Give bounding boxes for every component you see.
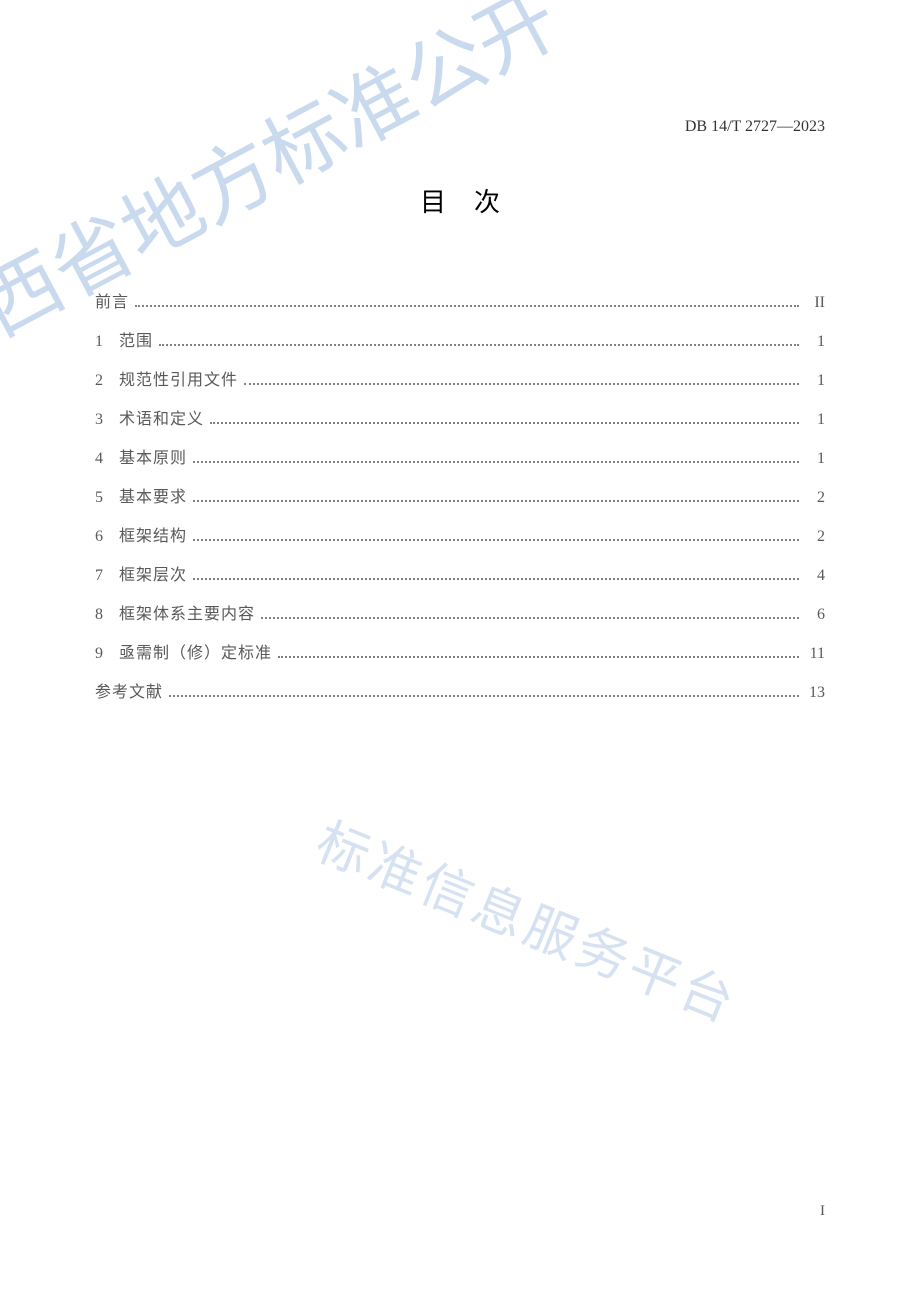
toc-entry: 5 基本要求 2 (95, 486, 825, 510)
toc-leader-dots (261, 617, 799, 619)
toc-page-number: II (805, 291, 825, 315)
toc-label: 框架结构 (119, 525, 187, 549)
toc-leader-dots (193, 500, 799, 502)
toc-section-number: 5 (95, 486, 119, 510)
toc-entry: 6 框架结构 2 (95, 525, 825, 549)
toc-page-number: 2 (805, 486, 825, 510)
toc-section-number: 7 (95, 564, 119, 588)
toc-entry: 7 框架层次 4 (95, 564, 825, 588)
table-of-contents: 前言 II 1 范围 1 2 规范性引用文件 1 3 术语和定义 1 4 基本原… (95, 291, 825, 705)
toc-label: 前言 (95, 291, 129, 315)
toc-leader-dots (278, 656, 799, 658)
toc-page-number: 1 (805, 330, 825, 354)
toc-label: 基本原则 (119, 447, 187, 471)
toc-page-number: 13 (805, 681, 825, 705)
toc-label: 范围 (119, 330, 153, 354)
toc-leader-dots (244, 383, 799, 385)
toc-leader-dots (193, 461, 799, 463)
page-title: 目次 (123, 182, 825, 219)
toc-leader-dots (159, 344, 799, 346)
document-code: DB 14/T 2727—2023 (685, 118, 825, 136)
toc-leader-dots (169, 695, 799, 697)
toc-label: 框架层次 (119, 564, 187, 588)
toc-label: 术语和定义 (119, 408, 204, 432)
toc-entry: 2 规范性引用文件 1 (95, 369, 825, 393)
toc-label: 框架体系主要内容 (119, 603, 255, 627)
toc-section-number: 3 (95, 408, 119, 432)
toc-page-number: 6 (805, 603, 825, 627)
toc-section-number: 9 (95, 642, 119, 666)
toc-leader-dots (210, 422, 799, 424)
toc-entry: 8 框架体系主要内容 6 (95, 603, 825, 627)
footer-page-number: I (820, 1203, 825, 1220)
toc-page-number: 11 (805, 642, 825, 666)
toc-entry: 参考文献 13 (95, 681, 825, 705)
toc-label: 亟需制（修）定标准 (119, 642, 272, 666)
toc-section-number: 4 (95, 447, 119, 471)
toc-page-number: 1 (805, 369, 825, 393)
toc-section-number: 2 (95, 369, 119, 393)
toc-leader-dots (193, 539, 799, 541)
toc-label: 基本要求 (119, 486, 187, 510)
toc-entry: 1 范围 1 (95, 330, 825, 354)
toc-page-number: 2 (805, 525, 825, 549)
toc-page-number: 4 (805, 564, 825, 588)
toc-leader-dots (193, 578, 799, 580)
toc-label: 规范性引用文件 (119, 369, 238, 393)
toc-entry: 9 亟需制（修）定标准 11 (95, 642, 825, 666)
toc-entry: 3 术语和定义 1 (95, 408, 825, 432)
page-container: DB 14/T 2727—2023 目次 前言 II 1 范围 1 2 规范性引… (0, 0, 920, 1302)
toc-entry: 前言 II (95, 291, 825, 315)
toc-page-number: 1 (805, 447, 825, 471)
toc-label: 参考文献 (95, 681, 163, 705)
toc-section-number: 6 (95, 525, 119, 549)
toc-section-number: 8 (95, 603, 119, 627)
toc-section-number: 1 (95, 330, 119, 354)
toc-entry: 4 基本原则 1 (95, 447, 825, 471)
toc-page-number: 1 (805, 408, 825, 432)
toc-leader-dots (135, 305, 799, 307)
